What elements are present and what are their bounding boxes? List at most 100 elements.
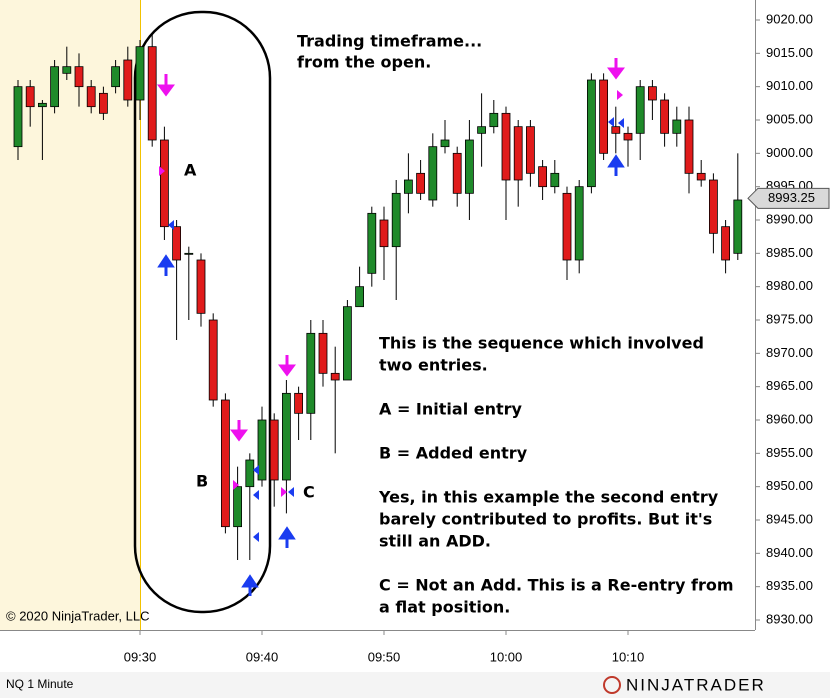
instrument-label: NQ 1 Minute — [6, 677, 74, 691]
annotation: Yes, in this example the second entry — [378, 488, 719, 507]
candle-body — [86, 86, 96, 108]
candle-body — [440, 139, 450, 148]
candle-body — [660, 99, 669, 134]
fill-marker — [253, 532, 259, 542]
y-tick-label: 9000.00 — [766, 145, 813, 160]
candle-body — [721, 226, 730, 261]
candle-body — [574, 186, 584, 261]
buy-arrow — [607, 154, 625, 176]
fill-marker — [288, 487, 294, 497]
annotation: A = Initial entry — [379, 400, 523, 419]
annotation: C = Not an Add. This is a Re-entry from — [379, 576, 734, 595]
buy-arrow — [278, 526, 296, 548]
candle-body — [99, 92, 108, 114]
candle-body — [623, 132, 633, 141]
annotation: This is the sequence which involved — [379, 334, 704, 353]
annotation: Trading timeframe... — [297, 32, 482, 51]
candle-body — [464, 139, 474, 194]
candle-body — [159, 139, 169, 228]
candle-body — [648, 86, 657, 101]
candle-body — [147, 46, 157, 141]
logo: NINJATRADER — [626, 675, 766, 694]
annotation: B — [196, 472, 208, 491]
candle-body — [452, 152, 462, 194]
annotation: from the open. — [297, 53, 431, 72]
candle-body — [672, 119, 682, 134]
annotation: B = Added entry — [379, 444, 528, 463]
y-tick-label: 8935.00 — [766, 578, 813, 593]
candle-body — [38, 102, 47, 108]
annotation: A — [184, 161, 197, 180]
candle-body — [709, 179, 718, 234]
candle-body — [208, 319, 218, 401]
fill-marker — [608, 117, 614, 127]
fill-marker — [159, 166, 165, 176]
x-tick-label: 10:10 — [612, 649, 645, 664]
candle-body — [25, 86, 35, 108]
candle-body — [172, 226, 182, 261]
candle-body — [599, 79, 608, 154]
candle-body — [135, 46, 145, 101]
candle-body — [684, 119, 694, 174]
candle-body — [330, 372, 340, 381]
y-tick-label: 9015.00 — [766, 45, 813, 60]
candle-body — [281, 392, 291, 481]
annotation: C — [303, 483, 315, 502]
sell-arrow — [278, 355, 296, 377]
fill-marker — [233, 480, 239, 490]
candle-body — [526, 126, 535, 174]
candle-body — [74, 66, 84, 88]
y-tick-label: 8960.00 — [766, 411, 813, 426]
candle-body — [428, 146, 438, 201]
candle-body — [403, 179, 413, 194]
fill-marker — [617, 90, 623, 100]
candle-body — [184, 252, 194, 255]
logo-icon — [603, 676, 621, 694]
y-tick-label: 8950.00 — [766, 478, 813, 493]
annotation: a flat position. — [379, 598, 510, 617]
candle-body — [367, 212, 377, 274]
highlight-ellipse — [133, 10, 272, 614]
candle-body — [501, 112, 511, 181]
y-tick-label: 8940.00 — [766, 545, 813, 560]
fill-marker — [168, 220, 174, 230]
sell-arrow — [607, 58, 625, 80]
pre-open-shade — [0, 0, 140, 630]
y-tick-label: 8990.00 — [766, 211, 813, 226]
candle-body — [696, 172, 706, 181]
y-tick-label: 8985.00 — [766, 245, 813, 260]
candle-body — [50, 66, 59, 108]
fill-marker — [618, 118, 624, 128]
candle-body — [196, 259, 206, 314]
candle-body — [257, 419, 267, 481]
candle-body — [233, 486, 243, 528]
candle-body — [379, 219, 389, 248]
y-tick-label: 8975.00 — [766, 311, 813, 326]
entry-arrows — [157, 58, 625, 596]
copyright: © 2020 NinjaTrader, LLC — [6, 608, 150, 623]
candle-body — [562, 192, 572, 261]
x-tick-label: 09:40 — [246, 649, 279, 664]
candle-body — [62, 66, 72, 74]
candle-body — [355, 286, 365, 308]
candle-body — [13, 86, 23, 148]
sell-arrow — [157, 74, 175, 97]
last-price-tag — [747, 187, 830, 209]
candle-body — [111, 66, 120, 88]
y-tick-label: 9020.00 — [766, 11, 813, 26]
status-bar — [0, 672, 830, 698]
candle-body — [342, 306, 352, 381]
y-tick-label: 8965.00 — [766, 378, 813, 393]
candle-body — [306, 332, 316, 414]
y-tick-label: 9005.00 — [766, 111, 813, 126]
annotation: still an ADD. — [379, 532, 491, 551]
candle-body — [550, 172, 560, 188]
candle-body — [318, 332, 328, 374]
x-tick-label: 10:00 — [490, 649, 523, 664]
y-tick-label: 8955.00 — [766, 445, 813, 460]
y-tick-label: 8970.00 — [766, 345, 813, 360]
annotation: two entries. — [379, 356, 488, 375]
annotation: barely contributed to profits. But it's — [379, 510, 712, 529]
candle-body — [489, 112, 499, 128]
